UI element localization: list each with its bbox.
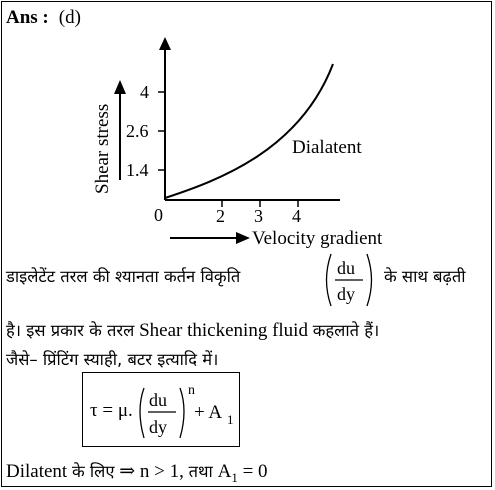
last-a-sub: 1 [231, 469, 238, 485]
last-line: Dilatent के लिए ⇒ n > 1, तथा A1 = 0 [6, 459, 268, 486]
last-a-val: = 0 [242, 461, 268, 482]
formula-plus: + A [194, 402, 222, 423]
ylabel-arrowhead [114, 80, 126, 94]
dialatent-curve [164, 63, 334, 199]
fraction-du-dy-line1: du dy [325, 253, 373, 307]
fraction-numerator: du [337, 258, 355, 278]
xlabel-arrowhead [236, 232, 250, 244]
formula-den: dy [149, 417, 167, 437]
formula: τ = μ. du dy n + A 1 [90, 383, 234, 439]
ytick-label-2.6: 2.6 [126, 121, 149, 141]
formula-num: du [149, 390, 167, 410]
answer-label: Ans : [6, 7, 49, 28]
fraction-denominator: dy [337, 284, 355, 304]
line2: है। इस प्रकार के तरल Shear thickening fl… [6, 318, 379, 342]
hindi-line1-part2: के साथ बढ़ती [384, 267, 466, 286]
ytick-label-1.4: 1.4 [126, 160, 149, 180]
last-hindi: के लिए [71, 462, 115, 481]
last-tatha: तथा [188, 462, 213, 481]
formula-exponent: n [188, 383, 195, 398]
last-a: A [217, 461, 232, 482]
formula-box [82, 372, 240, 447]
xlabel: Velocity gradient [252, 228, 383, 249]
last-arrow: ⇒ [119, 461, 136, 482]
line3: जैसे– प्रिंटिंग स्याही, बटर इत्यादि में। [6, 350, 219, 369]
line2-hindi-a: है। इस प्रकार के तरल [6, 321, 135, 340]
formula-sub: 1 [227, 412, 234, 427]
last-word: Dilatent [6, 461, 68, 482]
hindi-line1-part1: डाइलेटेंट तरल की श्यानता कर्तन विकृति [6, 267, 241, 286]
answer-option: (d) [58, 7, 81, 28]
answer-header: Ans : (d) [6, 7, 81, 29]
line2-hindi-b: कहलाते हैं। [312, 321, 380, 340]
xtick-label-3: 3 [254, 206, 263, 226]
last-cond: n > 1, [139, 461, 184, 482]
ytick-label-4: 4 [140, 82, 149, 102]
formula-tau: τ = μ. [90, 400, 133, 421]
xtick-label-2: 2 [216, 206, 225, 226]
origin-label: 0 [154, 205, 163, 225]
line2-english: Shear thickening fluid [139, 320, 308, 341]
xtick-label-4: 4 [292, 206, 301, 226]
ylabel: Shear stress [92, 104, 113, 194]
y-axis-arrowhead [159, 37, 171, 50]
series-label: Dialatent [292, 137, 362, 158]
